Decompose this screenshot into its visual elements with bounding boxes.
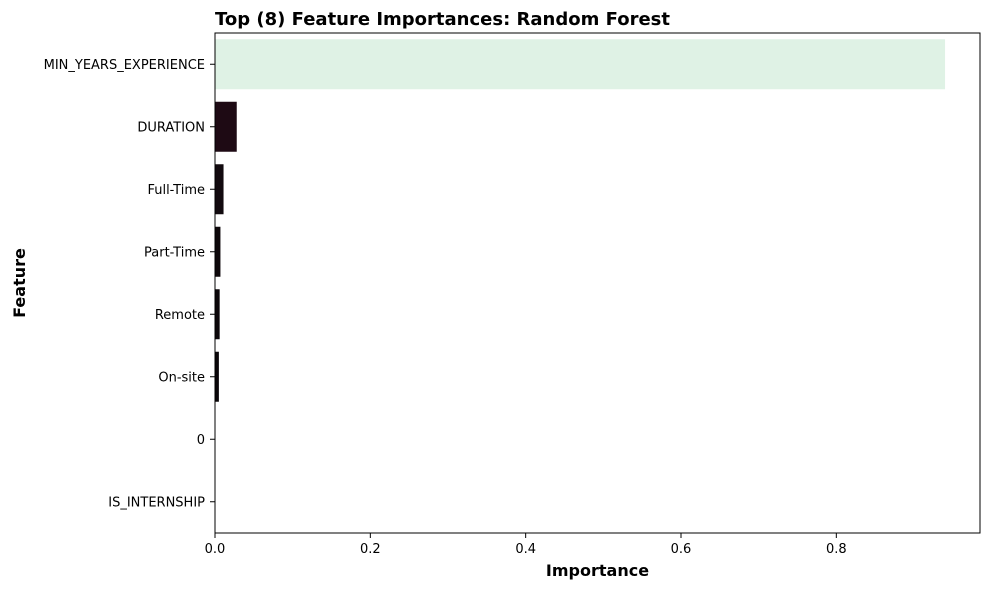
y-tick-label: 0	[197, 433, 205, 448]
y-tick-label: DURATION	[137, 120, 205, 135]
x-tick-label: 0.0	[205, 542, 226, 557]
x-tick-label: 0.8	[826, 542, 847, 557]
bar-0	[215, 39, 946, 90]
x-tick-label: 0.4	[515, 542, 536, 557]
y-axis-ticks: MIN_YEARS_EXPERIENCE DURATION Full-Time Par…	[44, 58, 215, 510]
bar-2	[215, 164, 224, 215]
bar-1	[215, 101, 237, 152]
bars-group	[215, 39, 946, 402]
x-axis-label: Importance	[546, 561, 649, 580]
bar-4	[215, 289, 220, 340]
bar-3	[215, 226, 221, 277]
y-axis-label: Feature	[10, 248, 29, 318]
y-tick-label: MIN_YEARS_EXPERIENCE	[44, 58, 205, 73]
x-axis-ticks: 0.0 0.2 0.4 0.6 0.8	[205, 533, 847, 557]
x-tick-label: 0.2	[360, 542, 381, 557]
y-tick-label: Remote	[155, 308, 205, 323]
chart-title: Top (8) Feature Importances: Random Fore…	[215, 9, 670, 30]
plot-frame	[214, 32, 981, 534]
y-tick-label: Full-Time	[147, 183, 205, 198]
y-tick-label: IS_INTERNSHIP	[108, 495, 205, 510]
y-tick-label: On-site	[158, 370, 205, 385]
bar-5	[215, 351, 219, 402]
x-tick-label: 0.6	[671, 542, 692, 557]
y-tick-label: Part-Time	[144, 245, 205, 260]
